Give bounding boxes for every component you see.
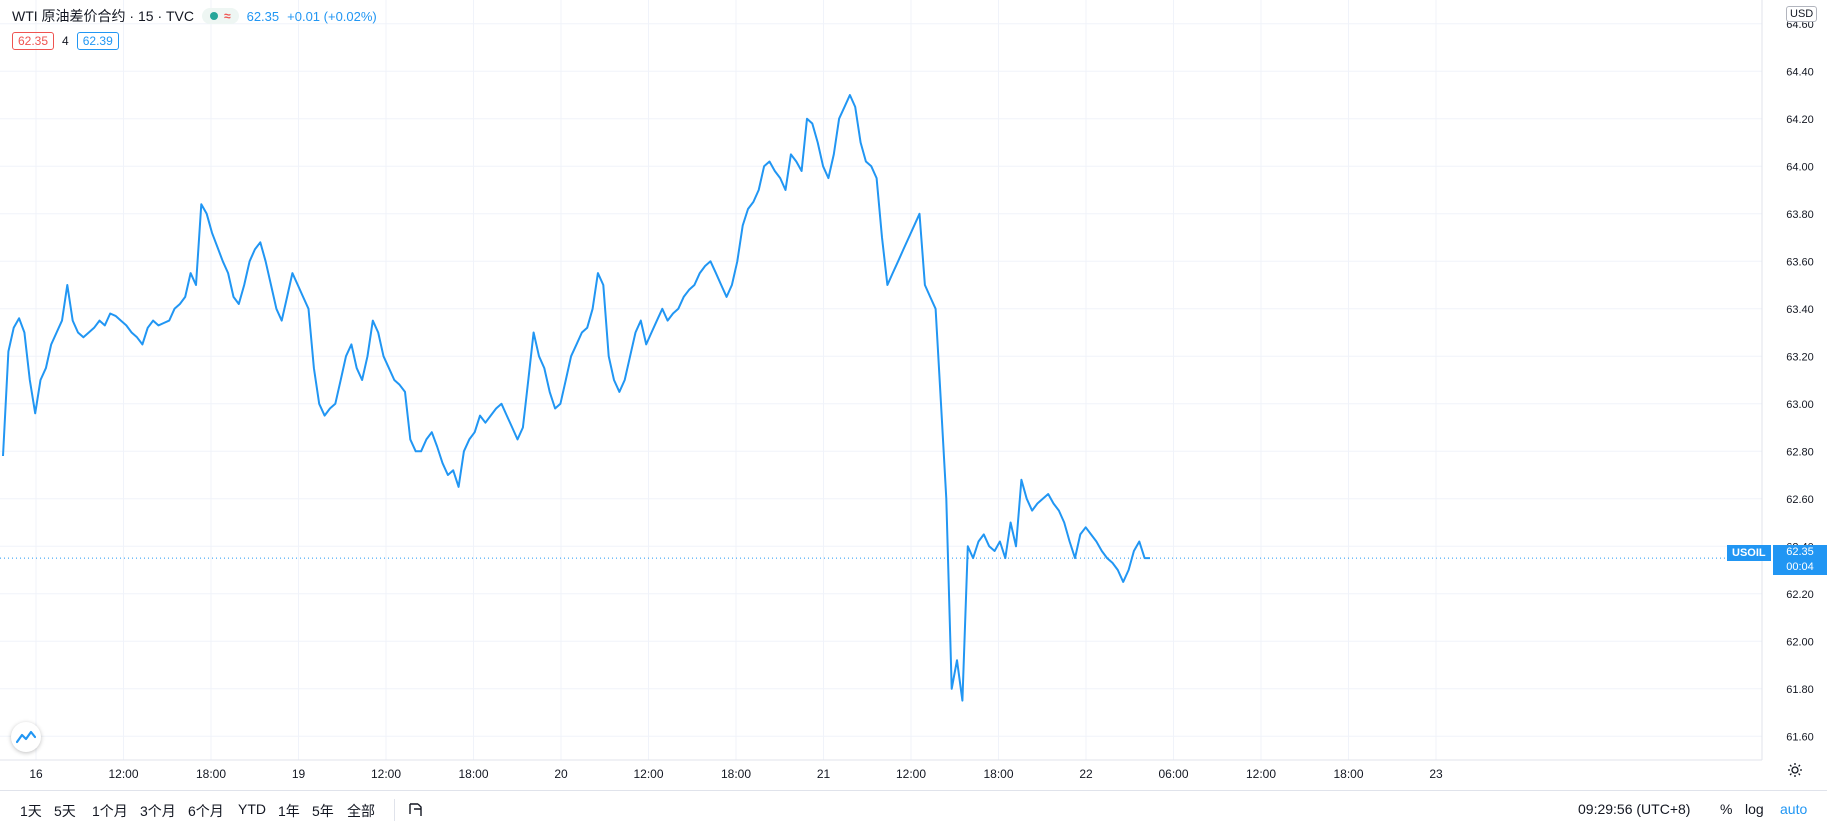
x-tick-label: 21 (817, 767, 831, 781)
x-tick-label: 12:00 (108, 767, 138, 781)
market-open-dot-icon (210, 12, 218, 20)
y-tick-label: 61.80 (1786, 684, 1814, 696)
percent-scale-button[interactable]: % (1720, 801, 1733, 817)
last-price-tag: 62.35 00:04 (1773, 545, 1827, 575)
y-tick-label: 63.60 (1786, 256, 1814, 268)
y-tick-label: 64.00 (1786, 161, 1814, 173)
range-1m-button[interactable]: 1个月 (92, 803, 128, 819)
range-5d-button[interactable]: 5天 (54, 803, 76, 819)
range-ytd-button[interactable]: YTD (238, 801, 266, 817)
toolbar-divider (394, 799, 395, 821)
range-all-button[interactable]: 全部 (347, 803, 375, 819)
tradingview-logo-icon[interactable] (11, 722, 41, 752)
ask-price-badge[interactable]: 62.39 (76, 32, 119, 50)
x-tick-label: 18:00 (721, 767, 751, 781)
chart-grid (0, 0, 1762, 760)
y-tick-label: 64.20 (1786, 114, 1814, 126)
x-tick-label: 12:00 (1246, 767, 1276, 781)
spread-value: 4 (62, 34, 69, 48)
bid-ask-panel: 62.35 4 62.39 (12, 32, 119, 50)
y-tick-label: 63.40 (1786, 304, 1814, 316)
x-tick-label: 19 (292, 767, 306, 781)
price-series-line (2, 94, 1150, 702)
compare-icon[interactable] (408, 800, 426, 821)
auto-scale-button[interactable]: auto (1780, 801, 1808, 817)
y-tick-label: 62.60 (1786, 494, 1814, 506)
y-tick-label: 64.40 (1786, 66, 1814, 78)
range-6m-button[interactable]: 6个月 (188, 803, 224, 819)
y-tick-label: 61.60 (1786, 731, 1814, 743)
time-scale: 16 12:00 18:00 19 12:00 18:00 20 12:00 18:00 21 12… (29, 767, 1443, 781)
symbol-title[interactable]: WTI 原油差价合约 · 15 · TVC (12, 8, 194, 24)
x-tick-label: 12:00 (896, 767, 926, 781)
x-tick-label: 16 (29, 767, 43, 781)
y-tick-label: 63.80 (1786, 209, 1814, 221)
legend-change: +0.01 (+0.02%) (287, 8, 377, 24)
last-price-value: 62.35 (1786, 546, 1814, 558)
x-tick-label: 22 (1079, 767, 1093, 781)
currency-label[interactable]: USD (1786, 6, 1818, 22)
y-tick-label: 63.00 (1786, 399, 1814, 411)
market-status-badge[interactable]: ≈ (202, 8, 239, 24)
legend-price: 62.35 (246, 8, 280, 24)
range-1d-button[interactable]: 1天 (20, 803, 42, 819)
x-tick-label: 18:00 (983, 767, 1013, 781)
x-tick-label: 23 (1429, 767, 1443, 781)
y-tick-label: 62.20 (1786, 589, 1814, 601)
price-scale: 61.6061.8062.0062.2062.4062.6062.8063.00… (1786, 19, 1814, 744)
symbol-price-tag: USOIL (1727, 545, 1771, 561)
y-tick-label: 62.00 (1786, 636, 1814, 648)
chart-legend: WTI 原油差价合约 · 15 · TVC ≈ 62.35 +0.01 (+0.… (12, 6, 377, 26)
log-scale-button[interactable]: log (1745, 801, 1764, 817)
x-tick-label: 06:00 (1158, 767, 1188, 781)
bar-countdown: 00:04 (1786, 561, 1814, 573)
y-tick-label: 62.80 (1786, 446, 1814, 458)
wave-icon: ≈ (224, 9, 231, 23)
range-5y-button[interactable]: 5年 (312, 803, 334, 819)
bid-price-badge[interactable]: 62.35 (12, 32, 55, 50)
x-tick-label: 18:00 (1333, 767, 1363, 781)
bottom-toolbar: 1天 5天 1个月 3个月 6个月 YTD 1年 5年 全部 09:29:56 … (0, 790, 1827, 831)
x-tick-label: 20 (554, 767, 568, 781)
x-tick-label: 18:00 (196, 767, 226, 781)
range-1y-button[interactable]: 1年 (278, 803, 300, 819)
clock-readout[interactable]: 09:29:56 (UTC+8) (1578, 801, 1691, 817)
x-tick-label: 18:00 (458, 767, 488, 781)
y-tick-label: 63.20 (1786, 351, 1814, 363)
x-tick-label: 12:00 (633, 767, 663, 781)
x-tick-label: 12:00 (371, 767, 401, 781)
settings-gear-icon[interactable] (1787, 762, 1803, 783)
range-3m-button[interactable]: 3个月 (140, 803, 176, 819)
